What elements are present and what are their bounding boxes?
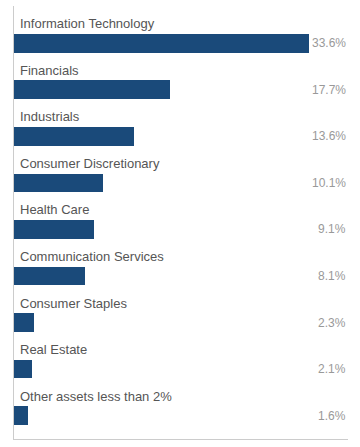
svg-text:17.7%: 17.7% (312, 83, 346, 97)
svg-text:Other assets less than 2%: Other assets less than 2% (20, 389, 172, 404)
svg-text:1.6%: 1.6% (318, 409, 346, 423)
svg-text:Consumer Discretionary: Consumer Discretionary (20, 156, 160, 171)
svg-text:Consumer Staples: Consumer Staples (20, 296, 127, 311)
svg-text:2.3%: 2.3% (318, 316, 346, 330)
svg-text:Financials: Financials (20, 63, 79, 78)
svg-text:33.6%: 33.6% (312, 36, 346, 50)
svg-text:Health Care: Health Care (20, 202, 89, 217)
svg-text:Information Technology: Information Technology (20, 16, 155, 31)
svg-text:9.1%: 9.1% (318, 222, 346, 236)
svg-text:Industrials: Industrials (20, 109, 80, 124)
svg-text:2.1%: 2.1% (318, 362, 346, 376)
svg-text:8.1%: 8.1% (318, 269, 346, 283)
svg-text:Real Estate: Real Estate (20, 342, 87, 357)
svg-text:10.1%: 10.1% (312, 176, 346, 190)
svg-text:Communication Services: Communication Services (20, 249, 164, 264)
svg-text:13.6%: 13.6% (312, 129, 346, 143)
